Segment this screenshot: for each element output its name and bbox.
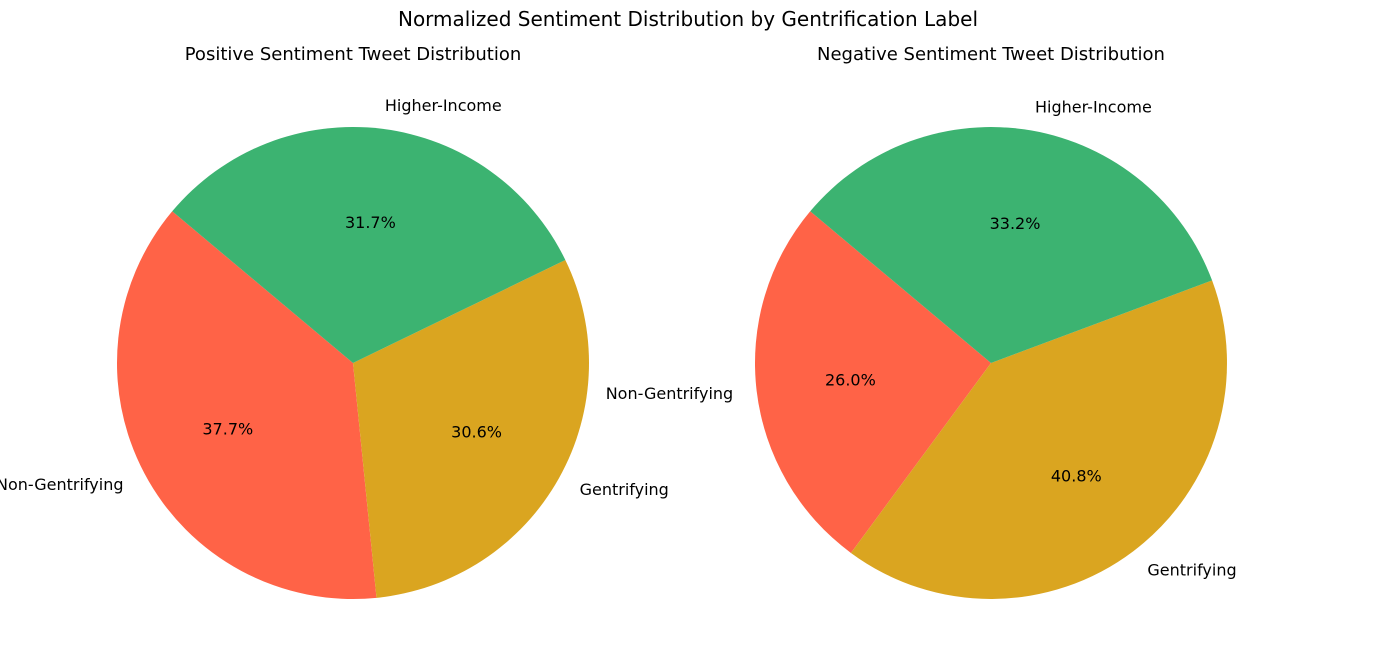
pct-label-higher-income: 31.7% (345, 213, 396, 232)
pie-slice-non-gentrifying (754, 211, 991, 553)
figure-title: Normalized Sentiment Distribution by Gen… (398, 7, 978, 31)
category-label-higher-income: Higher-Income (385, 96, 502, 115)
pct-label-gentrifying: 30.6% (451, 423, 502, 442)
pct-label-non-gentrifying: 37.7% (202, 420, 253, 439)
category-label-non-gentrifying: Non-Gentrifying (0, 475, 124, 494)
negative-pie-title: Negative Sentiment Tweet Distribution (817, 44, 1165, 65)
category-label-gentrifying: Gentrifying (1147, 561, 1236, 580)
pie-slice-higher-income (810, 126, 1213, 363)
category-label-non-gentrifying: Non-Gentrifying (606, 384, 734, 403)
positive-pie-title: Positive Sentiment Tweet Distribution (185, 44, 522, 65)
pct-label-higher-income: 33.2% (990, 214, 1041, 233)
pie-slice-gentrifying (353, 259, 589, 598)
positive-pie-slices (116, 126, 589, 599)
negative-pie-slices (754, 126, 1227, 599)
pct-label-gentrifying: 40.8% (1051, 467, 1102, 486)
pie-slice-gentrifying (850, 280, 1227, 599)
negative-pie-labels: 26.0% Non-Gentrifying 40.8% Gentrifying 33.2… (606, 98, 1237, 580)
pct-label-non-gentrifying: 26.0% (825, 370, 876, 389)
category-label-higher-income: Higher-Income (1035, 98, 1152, 117)
positive-sentiment-pie: Positive Sentiment Tweet Distribution 37… (0, 44, 669, 599)
positive-pie-labels: 37.7% Non-Gentrifying 30.6% Gentrifying 31.7… (0, 96, 669, 499)
negative-sentiment-pie: Negative Sentiment Tweet Distribution 26… (606, 44, 1237, 599)
category-label-gentrifying: Gentrifying (580, 480, 669, 499)
pie-slice-non-gentrifying (116, 211, 377, 599)
pie-slice-higher-income (172, 126, 566, 363)
